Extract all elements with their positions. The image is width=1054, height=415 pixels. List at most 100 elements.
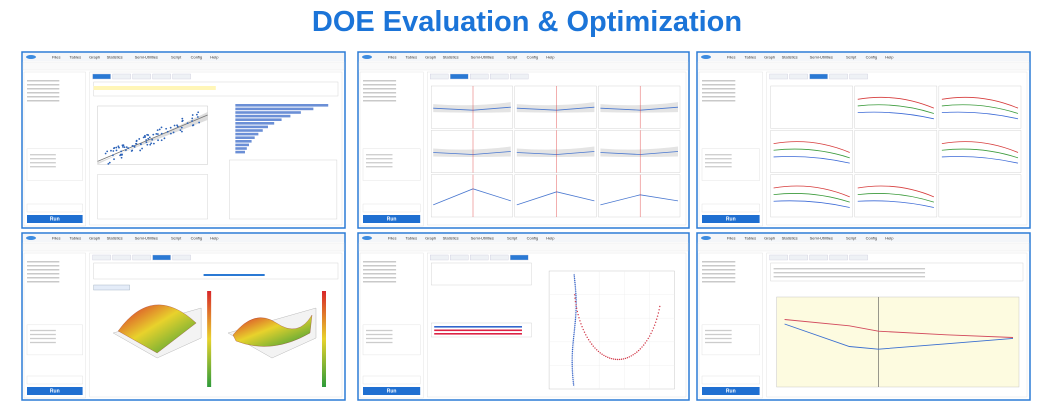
menu-item[interactable]: Graph (764, 55, 775, 60)
band (600, 102, 678, 113)
menu-item[interactable]: Graph (89, 236, 100, 241)
menu-item[interactable]: Help (546, 55, 555, 60)
box (30, 166, 56, 168)
box (854, 174, 938, 218)
curve (773, 148, 850, 159)
menu-item[interactable]: Config (866, 55, 878, 60)
menu-item[interactable]: Config (191, 236, 203, 241)
point (646, 340, 648, 342)
menu-item[interactable]: Tables (745, 55, 757, 60)
menu-item[interactable]: Config (527, 236, 539, 241)
menu-item[interactable]: Tables (745, 236, 757, 241)
menu-item[interactable]: Tables (406, 236, 418, 241)
menu-item[interactable]: Files (727, 236, 735, 241)
box (93, 262, 339, 280)
box (235, 143, 249, 147)
scatter-point (119, 154, 121, 157)
point (624, 357, 627, 360)
menu-item[interactable]: Statistics (782, 236, 798, 241)
box (938, 174, 1022, 218)
run-button[interactable] (702, 387, 760, 395)
scatter-point (146, 143, 149, 146)
scatter-point (156, 133, 159, 135)
menu-item[interactable]: Semi-Utilities (810, 55, 833, 60)
menu-item[interactable]: Help (210, 55, 219, 60)
menu-item[interactable]: Statistics (782, 55, 798, 60)
menu-item[interactable]: Files (388, 55, 396, 60)
menu-item[interactable]: Help (885, 236, 894, 241)
point (574, 322, 576, 325)
menu-item[interactable]: Script (507, 55, 518, 60)
box (363, 84, 397, 86)
menu-item[interactable]: Files (52, 55, 60, 60)
menu-item[interactable]: Statistics (107, 55, 123, 60)
menu-item[interactable]: Help (885, 55, 894, 60)
point (608, 357, 611, 359)
menu-item[interactable]: Semi-Utilities (810, 236, 833, 241)
point (655, 318, 658, 320)
point (574, 287, 577, 289)
box (235, 136, 255, 139)
menu-item[interactable]: Tables (70, 236, 82, 241)
box (363, 100, 397, 102)
menu-item[interactable]: Graph (425, 55, 436, 60)
menu-item[interactable]: Semi-Utilities (471, 55, 494, 60)
point (575, 291, 577, 293)
menu-item[interactable]: Files (727, 55, 735, 60)
run-button[interactable] (27, 215, 83, 223)
point (572, 339, 575, 341)
menu-item[interactable]: Graph (764, 236, 775, 241)
point (572, 374, 574, 377)
menu-item[interactable]: Script (507, 236, 518, 241)
point (572, 380, 574, 382)
menu-item[interactable]: Statistics (107, 236, 123, 241)
scatter-point (122, 144, 125, 147)
menu-item[interactable]: Tables (406, 55, 418, 60)
menu-item[interactable]: Tables (70, 55, 82, 60)
box (938, 130, 1022, 173)
menu-item[interactable]: Semi-Utilities (135, 236, 158, 241)
point (571, 354, 573, 356)
menu-item[interactable]: Statistics (443, 55, 459, 60)
menu-item[interactable]: Config (866, 236, 878, 241)
menu-item[interactable]: Statistics (443, 236, 459, 241)
menu-item[interactable]: Help (546, 236, 555, 241)
run-button[interactable] (363, 387, 421, 395)
menu-item[interactable]: Files (388, 236, 396, 241)
box (27, 265, 60, 267)
menu-item[interactable]: Config (527, 55, 539, 60)
run-button[interactable] (27, 387, 83, 395)
menu-item[interactable]: Help (210, 236, 219, 241)
point (592, 345, 594, 347)
point (618, 358, 621, 361)
point (575, 315, 577, 317)
menu-item[interactable]: Script (171, 55, 182, 60)
menu-item[interactable]: Graph (425, 236, 436, 241)
menu-item[interactable]: Script (846, 236, 857, 241)
menu-item[interactable]: Script (171, 236, 182, 241)
scatter-point (124, 149, 127, 151)
menu-item[interactable]: Files (52, 236, 60, 241)
box (705, 154, 732, 156)
menu-item[interactable]: Graph (89, 55, 100, 60)
menu-item[interactable]: Config (191, 55, 203, 60)
point (578, 317, 580, 319)
point (595, 349, 598, 351)
run-button[interactable] (363, 215, 421, 223)
point (571, 369, 574, 371)
menu-item[interactable]: Semi-Utilities (135, 55, 158, 60)
box (92, 73, 111, 80)
scatter-point (127, 147, 130, 150)
scatter-point (157, 139, 159, 142)
scatter-point (107, 162, 110, 165)
run-button[interactable] (702, 215, 760, 223)
box (27, 261, 60, 263)
point (574, 300, 577, 303)
run-label: Run (50, 389, 60, 395)
point (597, 350, 600, 353)
scatter-point (180, 126, 183, 129)
menu-item[interactable]: Script (846, 55, 857, 60)
box (773, 276, 926, 278)
menu-item[interactable]: Semi-Utilities (471, 236, 494, 241)
screenshot-panel: Files Tables Graph Statistics Semi-Utilities… (21, 51, 346, 229)
